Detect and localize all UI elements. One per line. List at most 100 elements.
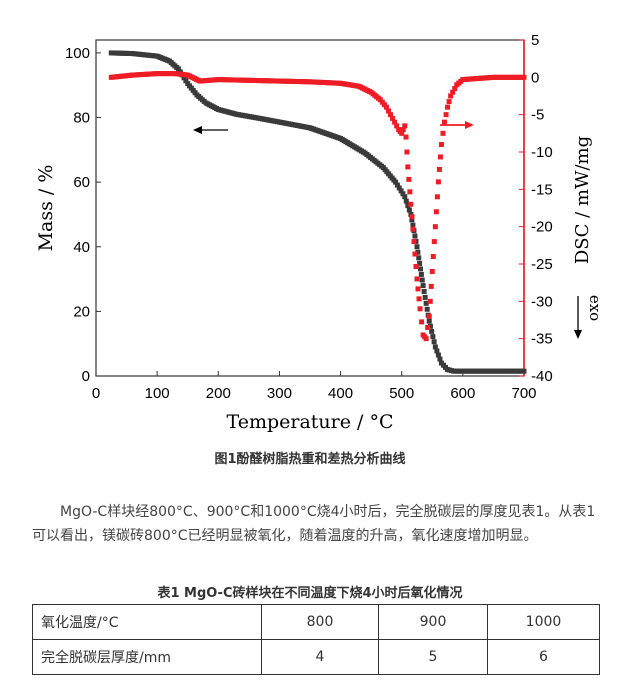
dsc-point xyxy=(383,104,389,110)
x-tick-label: 200 xyxy=(206,385,231,402)
table-cell: 1000 xyxy=(487,604,600,640)
y-right-tick-label: 0 xyxy=(531,69,539,86)
mass-point xyxy=(435,352,441,358)
mass-point xyxy=(176,66,182,72)
y-right-tick-label: 5 xyxy=(531,32,539,49)
y-right-tick-label: -10 xyxy=(531,144,553,161)
mass-point xyxy=(417,260,423,266)
dsc-point xyxy=(417,306,423,312)
dsc-point xyxy=(431,239,437,245)
dsc-point xyxy=(403,134,409,140)
dsc-point xyxy=(392,119,398,125)
y-right-tick-label: -25 xyxy=(531,256,553,273)
mass-point xyxy=(409,217,415,223)
dsc-point xyxy=(435,179,441,185)
y-right-tick-label: -15 xyxy=(531,181,553,198)
dsc-point xyxy=(438,142,444,148)
mass-point xyxy=(403,198,409,204)
dsc-point xyxy=(405,164,411,170)
dsc-point xyxy=(416,296,422,302)
tg-dsc-chart: 0 100 200 300 400 500 600 700 0 20 40 60 80 100 5 0 -5… xyxy=(35,32,604,433)
dsc-point xyxy=(428,283,434,289)
table-cell: 5 xyxy=(378,639,488,675)
mass-axis-arrow xyxy=(193,126,228,134)
x-tick-label: 500 xyxy=(389,385,414,402)
y-left-tick-label: 60 xyxy=(73,174,90,191)
mass-point xyxy=(421,288,427,294)
mass-point xyxy=(183,78,189,84)
dsc-point xyxy=(415,286,421,292)
mass-point xyxy=(423,300,429,306)
dsc-point xyxy=(423,336,429,342)
table-cell: 4 xyxy=(261,639,379,675)
x-tick-label: 300 xyxy=(267,385,292,402)
table-cell: 800 xyxy=(261,604,379,640)
dsc-point xyxy=(412,251,418,257)
chart-svg: 0 100 200 300 400 500 600 700 0 20 40 60 80 100 5 0 -5… xyxy=(35,32,604,433)
mass-point xyxy=(437,356,443,362)
dsc-point xyxy=(446,99,452,105)
dsc-point xyxy=(406,176,412,182)
dsc-point xyxy=(430,254,436,260)
dsc-point xyxy=(388,112,394,118)
x-axis-label: Temperature / °C xyxy=(227,411,394,433)
mass-point xyxy=(521,368,527,374)
y-right-axis-label: DSC / mW/mg xyxy=(572,136,593,264)
mass-point xyxy=(420,283,426,289)
y-right-tick-label: -35 xyxy=(531,331,553,348)
dsc-point xyxy=(450,89,456,95)
dsc-point xyxy=(448,93,454,99)
mass-point xyxy=(422,294,428,300)
dsc-series xyxy=(108,71,527,342)
dsc-axis-arrow xyxy=(440,121,474,129)
exo-arrow xyxy=(574,296,582,339)
y-left-tick-label: 20 xyxy=(73,303,90,320)
mass-point xyxy=(398,188,404,194)
mass-point xyxy=(430,334,436,340)
mass-point xyxy=(412,233,418,239)
y-left-tick-label: 40 xyxy=(73,239,90,256)
dsc-point xyxy=(409,214,415,220)
oxidation-table: 氧化温度/°C 800 900 1000 完全脱碳层厚度/mm 4 5 6 xyxy=(32,604,600,675)
x-tick-label: 0 xyxy=(92,385,100,402)
mass-point xyxy=(393,179,399,185)
mass-point xyxy=(431,339,437,345)
dsc-point xyxy=(410,226,416,232)
table-caption: 表1 MgO-C砖样块在不同温度下烧4小时后氧化情况 xyxy=(157,586,463,601)
y-left-tick-label: 0 xyxy=(82,368,90,385)
table-row: 氧化温度/°C 800 900 1000 xyxy=(32,604,600,640)
x-tick-label: 700 xyxy=(511,385,536,402)
mass-point xyxy=(426,318,432,324)
mass-point xyxy=(406,207,412,213)
dsc-point xyxy=(411,239,417,245)
dsc-point xyxy=(404,149,410,155)
dsc-point xyxy=(437,154,443,160)
mass-point xyxy=(405,203,411,209)
dsc-point xyxy=(440,130,446,136)
dsc-point xyxy=(432,224,438,230)
dsc-point xyxy=(434,194,440,200)
exo-label: exo xyxy=(586,295,604,321)
figure-caption: 图1酚醛树脂热重和差热分析曲线 xyxy=(214,452,406,467)
mass-point xyxy=(417,266,423,272)
dsc-point xyxy=(429,268,435,274)
mass-point xyxy=(424,306,430,312)
dsc-point xyxy=(436,166,442,172)
dsc-point xyxy=(399,130,405,136)
dsc-point xyxy=(442,119,448,125)
dsc-point xyxy=(445,104,451,110)
table-row: 完全脱碳层厚度/mm 4 5 6 xyxy=(32,639,600,675)
mass-point xyxy=(432,344,438,350)
dsc-point xyxy=(425,324,431,330)
mass-point xyxy=(400,191,406,197)
dsc-point xyxy=(433,209,439,215)
dsc-point xyxy=(413,263,419,269)
mass-point xyxy=(434,348,440,354)
dsc-point xyxy=(390,115,396,121)
y-left-tick-label: 80 xyxy=(73,110,90,127)
mass-point xyxy=(427,323,433,329)
y-right-tick-label: -20 xyxy=(531,219,553,236)
y-left-tick-label: 100 xyxy=(65,45,90,62)
mass-point xyxy=(415,249,421,255)
table-row-label: 完全脱碳层厚度/mm xyxy=(32,639,262,675)
